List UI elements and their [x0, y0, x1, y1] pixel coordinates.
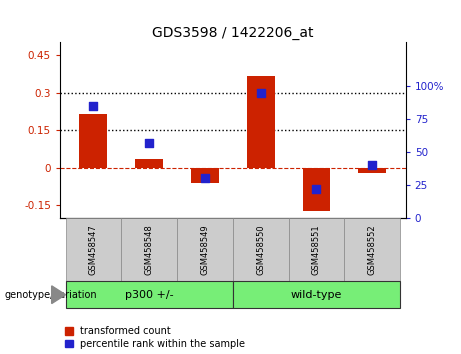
Point	[201, 176, 209, 181]
Point	[368, 162, 376, 168]
Text: GSM458550: GSM458550	[256, 224, 265, 275]
Bar	[79, 114, 107, 168]
Bar	[289, 218, 344, 281]
Bar	[344, 218, 400, 281]
Point	[313, 186, 320, 192]
Bar	[121, 218, 177, 281]
Bar	[233, 218, 289, 281]
Text: genotype/variation: genotype/variation	[5, 290, 97, 300]
Title: GDS3598 / 1422206_at: GDS3598 / 1422206_at	[152, 26, 313, 40]
Bar	[358, 168, 386, 173]
Text: p300 +/-: p300 +/-	[125, 290, 173, 300]
Text: GSM458549: GSM458549	[201, 224, 209, 275]
Text: GSM458548: GSM458548	[145, 224, 154, 275]
Point	[90, 103, 97, 109]
Bar	[233, 281, 400, 308]
Bar	[65, 281, 233, 308]
Bar	[65, 218, 121, 281]
Polygon shape	[52, 286, 65, 303]
Text: GSM458551: GSM458551	[312, 224, 321, 275]
Bar	[191, 168, 219, 183]
Bar	[302, 168, 331, 211]
Bar	[247, 76, 275, 168]
Text: wild-type: wild-type	[291, 290, 342, 300]
Text: GSM458552: GSM458552	[368, 224, 377, 275]
Point	[257, 90, 264, 96]
Text: GSM458547: GSM458547	[89, 224, 98, 275]
Point	[146, 140, 153, 145]
Bar	[177, 218, 233, 281]
Legend: transformed count, percentile rank within the sample: transformed count, percentile rank withi…	[65, 326, 245, 349]
Bar	[135, 159, 163, 168]
